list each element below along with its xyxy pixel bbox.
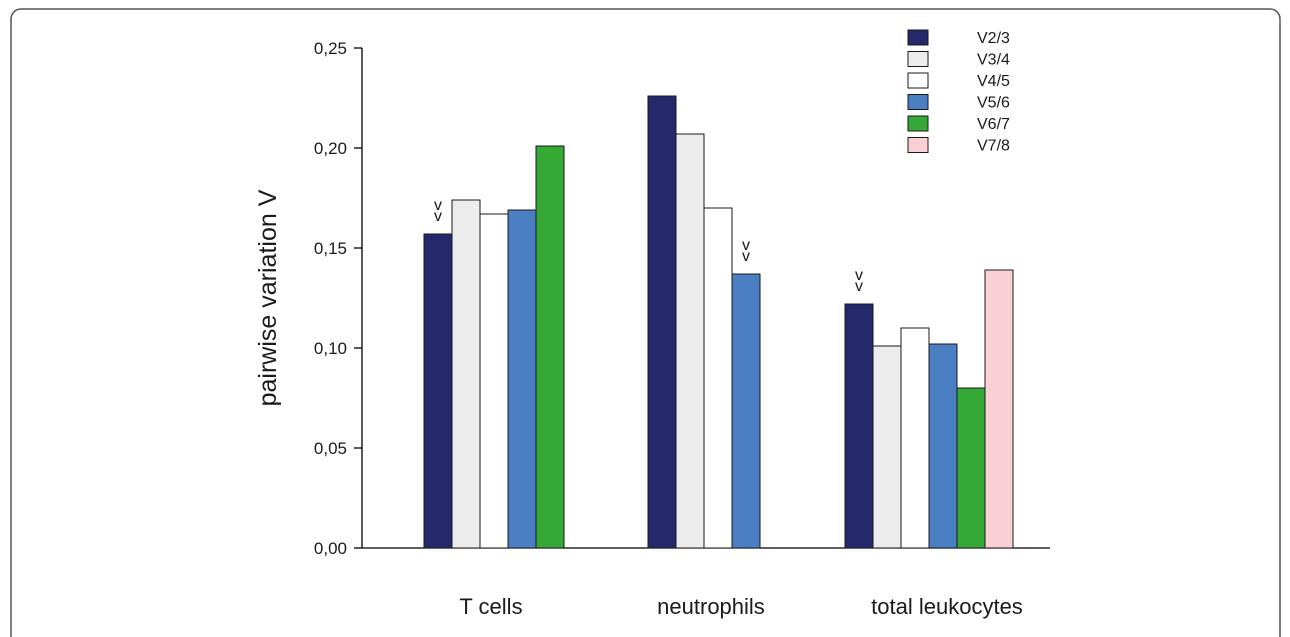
bar [703,207,733,549]
bar [647,95,677,549]
bar [507,209,537,549]
legend-swatch [907,51,929,67]
x-axis-labels: T cells neutrophils total leukocytes [459,594,1022,619]
bars-group [423,95,1014,549]
y-tick-label: 0,10 [314,339,347,358]
x-category-label: neutrophils [657,594,765,619]
annotation-marker: v [434,197,442,214]
legend-swatch [907,137,929,153]
legend-swatch [907,94,929,110]
x-category-label: total leukocytes [871,594,1023,619]
annotation-marker: v [855,267,863,284]
annotation-marker: v [434,208,442,225]
legend-label: V3/4 [977,52,1010,69]
bar [844,303,874,549]
bar [479,213,509,549]
bar [956,387,986,549]
bar [675,133,705,549]
bar [928,343,958,549]
bar [451,199,481,549]
x-category-label: T cells [459,594,522,619]
legend-label: V6/7 [977,116,1010,133]
annotation-marker: v [855,278,863,295]
y-tick-label: 0,05 [314,439,347,458]
bar [731,273,761,549]
bar [900,327,930,549]
legend-label: V4/5 [977,73,1010,90]
y-tick-label: 0,00 [314,539,347,558]
legend-swatch [907,115,929,132]
y-tick-label: 0,25 [314,39,347,58]
bar [535,145,565,549]
annotation-marker: v [742,248,750,265]
legend-swatch [907,72,929,89]
y-axis-label: pairwise variation V [254,189,282,406]
legend-label: V2/3 [977,30,1010,47]
bar [984,269,1014,549]
annotation-marker: v [742,237,750,254]
legend: V2/3 V3/4 V4/5 V5/6 V6/7 V7/8 [907,29,1010,155]
bar [872,345,902,549]
legend-swatch [907,29,929,46]
y-tick-label: 0,15 [314,239,347,258]
legend-label: V5/6 [977,95,1010,112]
legend-label: V7/8 [977,138,1010,155]
figure-border [10,8,1281,637]
y-tick-label: 0,20 [314,139,347,158]
bar [423,233,453,549]
